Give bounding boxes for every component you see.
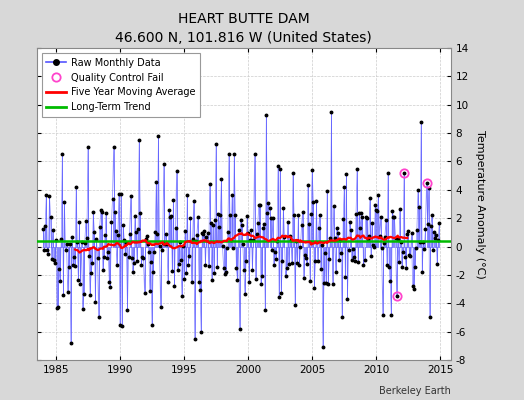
Text: Berkeley Earth: Berkeley Earth: [379, 386, 451, 396]
Y-axis label: Temperature Anomaly (°C): Temperature Anomaly (°C): [475, 130, 485, 278]
Title: HEART BUTTE DAM
46.600 N, 101.816 W (United States): HEART BUTTE DAM 46.600 N, 101.816 W (Uni…: [115, 12, 372, 46]
Legend: Raw Monthly Data, Quality Control Fail, Five Year Moving Average, Long-Term Tren: Raw Monthly Data, Quality Control Fail, …: [41, 53, 200, 117]
